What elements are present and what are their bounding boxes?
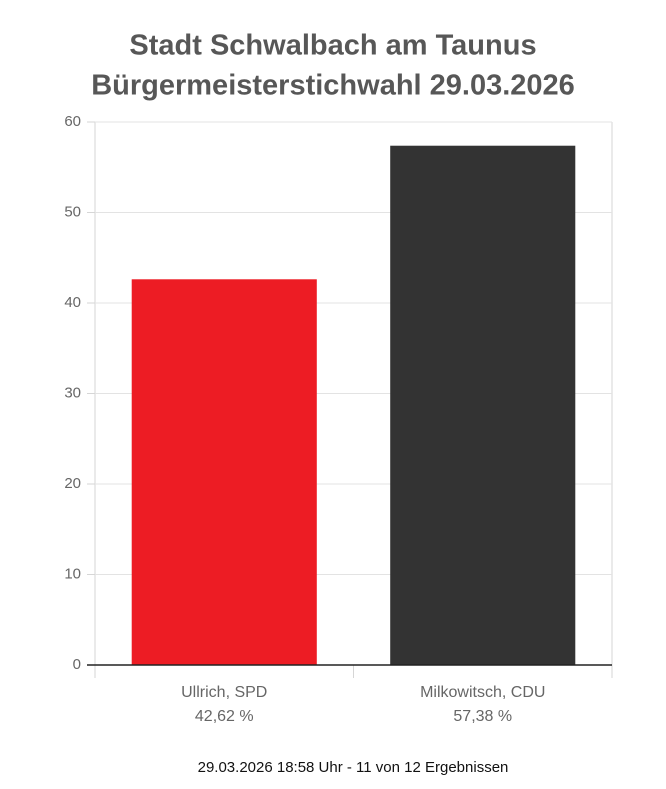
y-tick-label: 30	[64, 384, 81, 401]
chart-title: Stadt Schwalbach am Taunus	[129, 30, 536, 62]
y-tick-label: 40	[64, 294, 81, 311]
y-tick-label: 20	[64, 475, 81, 492]
y-tick-label: 10	[64, 565, 81, 582]
bar	[390, 145, 576, 665]
y-tick-label: 60	[64, 113, 81, 130]
bar	[131, 279, 317, 665]
chart-subtitle: Bürgermeisterstichwahl 29.03.2026	[91, 70, 575, 102]
value-label: 42,62 %	[195, 708, 254, 725]
footer-note: 29.03.2026 18:58 Uhr - 11 von 12 Ergebni…	[198, 759, 509, 776]
x-tick-label: Ullrich, SPD	[181, 684, 267, 701]
y-tick-label: 50	[64, 203, 81, 220]
y-tick-label: 0	[73, 656, 81, 673]
value-label: 57,38 %	[453, 708, 512, 725]
x-tick-label: Milkowitsch, CDU	[420, 684, 545, 701]
